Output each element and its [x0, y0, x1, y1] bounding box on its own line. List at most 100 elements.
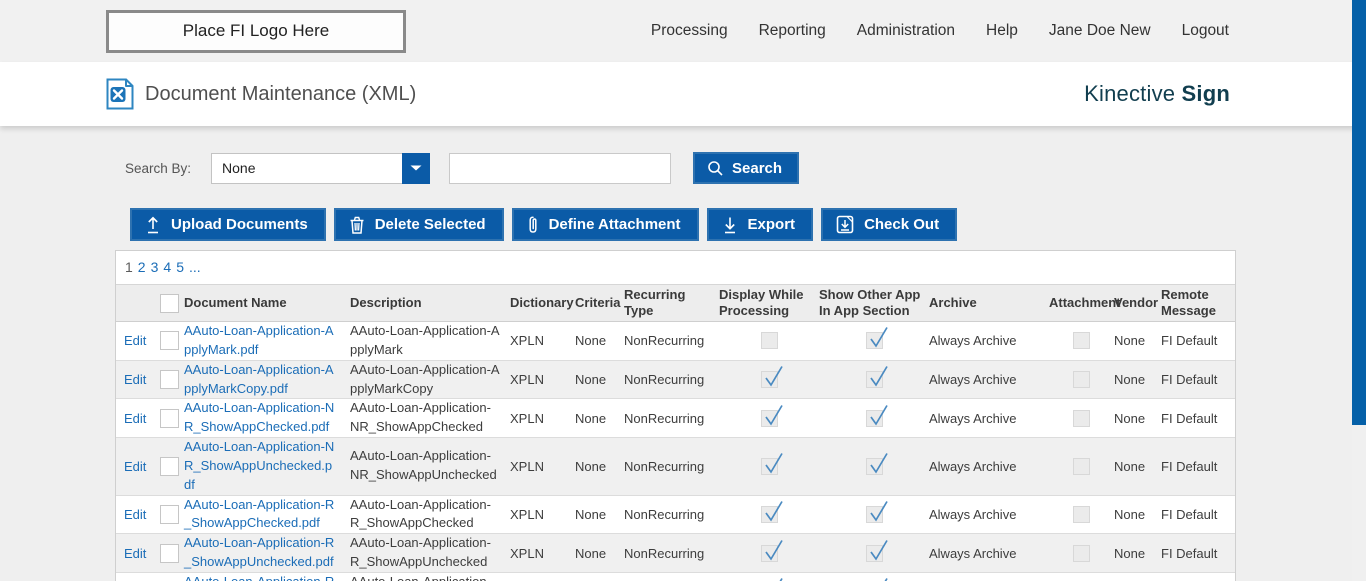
document-name-link[interactable]: AAuto-Loan-Application-R_ShowAppUnchecke…	[184, 535, 335, 570]
archive-cell: Always Archive	[929, 333, 1017, 349]
header-archive: Archive	[929, 294, 977, 310]
document-name-link[interactable]: AAuto-Loan-Application-R_ShowAppChecked.…	[184, 496, 335, 531]
dictionary-cell: XPLN	[510, 372, 544, 388]
edit-link[interactable]: Edit	[124, 333, 147, 349]
document-name-link[interactable]: AAuto-Loan-Application-RS-AFD731-test.pd…	[184, 573, 350, 581]
row-select-checkbox[interactable]	[159, 370, 179, 390]
attachment-checkbox[interactable]	[1073, 371, 1090, 389]
row-select-checkbox[interactable]	[159, 504, 179, 524]
document-name-link[interactable]: AAuto-Loan-Application-NR_ShowAppUncheck…	[184, 439, 335, 492]
recurring-type-cell: NonRecurring	[624, 333, 705, 349]
table-row: Edit AAuto-Loan-Application-NR_ShowAppUnc…	[116, 437, 1235, 495]
row-select-checkbox[interactable]	[159, 456, 179, 476]
attachment-checkbox[interactable]	[1073, 409, 1090, 427]
vertical-scrollbar[interactable]	[1352, 0, 1366, 581]
search-by-selected-value: None	[222, 160, 256, 176]
page-link-...[interactable]: ...	[188, 259, 201, 275]
nav-item-reporting[interactable]: Reporting	[758, 22, 826, 39]
page-link-4[interactable]: 4	[163, 259, 172, 275]
document-name-link[interactable]: AAuto-Loan-Application-ApplyMarkCopy.pdf	[184, 361, 334, 396]
attachment-checkbox[interactable]	[1073, 505, 1090, 523]
attachment-checkbox[interactable]	[1073, 544, 1090, 562]
show-other-app-checkbox-checked[interactable]	[865, 539, 888, 562]
header-dictionary: Dictionary	[510, 294, 574, 310]
archive-cell: Always Archive	[929, 506, 1017, 522]
criteria-cell: None	[575, 410, 607, 426]
criteria-cell: None	[575, 333, 607, 349]
attachment-checkbox[interactable]	[1073, 332, 1090, 350]
row-select-checkbox[interactable]	[159, 408, 179, 428]
define-attachment-button[interactable]: Define Attachment	[511, 208, 699, 241]
display-while-processing-cell	[719, 501, 819, 523]
header-criteria: Criteria	[575, 294, 621, 310]
attachment-cell	[1049, 505, 1114, 523]
display-while-processing-cell	[719, 539, 819, 562]
display-while-processing-checkbox-checked[interactable]	[760, 452, 783, 475]
description-cell: AAuto-Loan-Application-RS-AFD731-test	[350, 573, 510, 581]
display-while-processing-checkbox-checked[interactable]	[760, 539, 783, 562]
show-other-app-checkbox-checked[interactable]	[865, 366, 888, 389]
scrollbar-thumb[interactable]	[1352, 0, 1366, 425]
header-show-other-app: Show Other App In App Section	[819, 286, 921, 318]
attachment-cell	[1049, 544, 1114, 562]
select-all-checkbox[interactable]	[159, 293, 179, 313]
remote-message-cell: FI Default	[1161, 333, 1218, 349]
search-by-select[interactable]: None	[211, 152, 431, 184]
description-cell: AAuto-Loan-Application-ApplyMark	[350, 323, 500, 357]
nav-item-help[interactable]: Help	[986, 22, 1018, 39]
nav-item-jane-doe-new[interactable]: Jane Doe New	[1048, 22, 1151, 39]
page-link-3[interactable]: 3	[150, 259, 159, 275]
brand-logo: Kinective Sign	[1084, 81, 1230, 107]
edit-link[interactable]: Edit	[124, 506, 147, 522]
display-while-processing-checkbox-checked[interactable]	[760, 366, 783, 389]
table-body: Edit AAuto-Loan-Application-ApplyMark.pdf…	[116, 322, 1235, 581]
criteria-cell: None	[575, 506, 607, 522]
display-while-processing-checkbox-checked[interactable]	[760, 501, 783, 523]
show-other-app-checkbox-checked[interactable]	[865, 327, 888, 350]
export-icon	[722, 216, 738, 234]
edit-link[interactable]: Edit	[124, 458, 147, 474]
recurring-type-cell: NonRecurring	[624, 545, 705, 561]
dictionary-cell: XPLN	[510, 410, 544, 426]
criteria-cell: None	[575, 545, 607, 561]
check-out-button[interactable]: Check Out	[821, 208, 958, 241]
recurring-type-cell: NonRecurring	[624, 506, 705, 522]
edit-link[interactable]: Edit	[124, 410, 147, 426]
edit-link[interactable]: Edit	[124, 545, 147, 561]
table-row: Edit AAuto-Loan-Application-R_ShowAppChec…	[116, 494, 1235, 534]
show-other-app-cell	[819, 404, 929, 427]
row-select-checkbox[interactable]	[159, 543, 179, 563]
header-description: Description	[350, 294, 422, 310]
chevron-down-icon[interactable]	[402, 152, 431, 184]
row-select-cell	[154, 504, 184, 524]
display-while-processing-checkbox-checked[interactable]	[760, 404, 783, 427]
nav-item-logout[interactable]: Logout	[1181, 22, 1229, 39]
description-cell: AAuto-Loan-Application-NR_ShowAppUncheck…	[350, 448, 497, 483]
page-link-2[interactable]: 2	[137, 259, 146, 275]
show-other-app-checkbox-checked[interactable]	[865, 452, 888, 475]
delete-selected-button[interactable]: Delete Selected	[333, 208, 504, 241]
export-button[interactable]: Export	[706, 208, 814, 241]
edit-link[interactable]: Edit	[124, 372, 147, 388]
search-input[interactable]	[449, 152, 672, 184]
document-name-link[interactable]: AAuto-Loan-Application-NR_ShowAppChecked…	[184, 400, 335, 435]
archive-cell: Always Archive	[929, 372, 1017, 388]
attachment-checkbox[interactable]	[1073, 457, 1090, 475]
row-select-checkbox[interactable]	[159, 331, 179, 351]
display-while-processing-checkbox[interactable]	[760, 332, 778, 350]
description-cell: AAuto-Loan-Application-NR_ShowAppChecked	[350, 400, 491, 435]
dictionary-cell: XPLN	[510, 545, 544, 561]
search-button[interactable]: Search	[693, 152, 800, 184]
show-other-app-cell	[819, 539, 929, 562]
upload-documents-button[interactable]: Upload Documents	[130, 208, 326, 241]
documents-table: 1 2 3 4 5... Document Name Description Dicti…	[115, 250, 1236, 581]
document-name-link[interactable]: AAuto-Loan-Application-ApplyMark.pdf	[184, 323, 334, 357]
show-other-app-checkbox-checked[interactable]	[865, 501, 888, 523]
nav-item-processing[interactable]: Processing	[650, 22, 728, 39]
page-link-5[interactable]: 5	[176, 259, 184, 275]
brand-bold: Sign	[1181, 81, 1230, 106]
show-other-app-checkbox-checked[interactable]	[865, 404, 888, 427]
pagination: 1 2 3 4 5...	[116, 251, 1235, 285]
nav-item-administration[interactable]: Administration	[856, 22, 956, 39]
